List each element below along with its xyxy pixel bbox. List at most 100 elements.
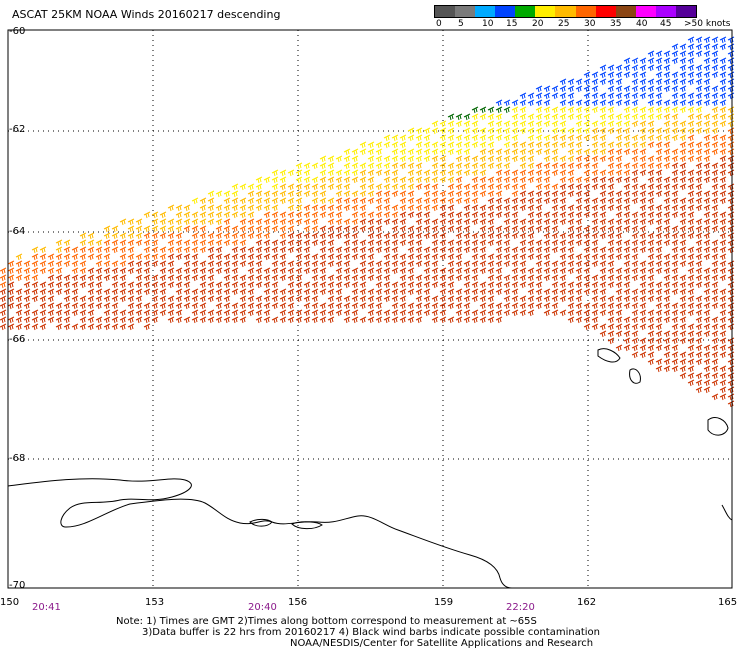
wind-barb [431,260,439,268]
wind-barb [655,127,663,135]
colorbar-swatch [515,6,536,17]
wind-barb [623,148,631,156]
wind-barb [559,99,567,107]
wind-barb [647,295,655,303]
wind-barb [199,197,207,205]
wind-barb [471,281,479,289]
wind-barb [343,162,351,170]
wind-barb [7,260,15,268]
wind-barb [479,211,487,219]
wind-barb [375,239,383,247]
wind-barb [167,302,175,310]
wind-barb [447,253,455,261]
wind-barb [591,246,599,254]
wind-barb [327,260,335,268]
wind-barb [575,155,583,163]
wind-barb [207,218,215,226]
wind-barb [327,309,335,317]
wind-barb [423,267,431,275]
wind-barb [15,323,23,331]
wind-barb [567,267,575,275]
wind-barb [239,316,247,324]
wind-barb [279,197,287,205]
wind-barb [575,288,583,296]
wind-barb [711,71,719,79]
wind-barb [719,155,727,163]
wind-barb [423,148,431,156]
wind-barb [655,50,663,58]
wind-barb [583,183,591,191]
wind-barb [719,253,727,261]
wind-barb [327,253,335,261]
wind-barb [319,155,327,163]
wind-barb [463,148,471,156]
wind-barb [559,190,567,198]
wind-barb [503,169,511,177]
wind-barb [223,260,231,268]
wind-barb [679,148,687,156]
wind-barb [535,148,543,156]
wind-barb [663,337,671,345]
wind-barb [335,211,343,219]
wind-barb [367,239,375,247]
wind-barb [527,141,535,149]
wind-barb [519,239,527,247]
wind-barb [103,267,111,275]
wind-barb [247,197,255,205]
wind-barb [487,197,495,205]
wind-barb [599,120,607,128]
wind-barb [471,155,479,163]
wind-barb [263,204,271,212]
wind-barb [463,246,471,254]
wind-barb [431,190,439,198]
wind-barb [23,295,31,303]
wind-barb [695,316,703,324]
wind-barb [687,113,695,121]
wind-barb [559,267,567,275]
wind-barb [295,169,303,177]
wind-barb [679,71,687,79]
wind-barb [599,330,607,338]
wind-barb [647,113,655,121]
wind-barb [399,309,407,317]
wind-barb [463,281,471,289]
wind-barb [359,225,367,233]
wind-barb [479,295,487,303]
wind-barb [15,267,23,275]
wind-barb [319,239,327,247]
wind-barb [175,274,183,282]
wind-barb [695,64,703,72]
wind-barb [695,295,703,303]
wind-barb [231,204,239,212]
wind-barb [679,274,687,282]
wind-barb [607,64,615,72]
colorbar-swatch [555,6,576,17]
wind-barb [295,253,303,261]
wind-barb [439,197,447,205]
wind-barb [583,197,591,205]
wind-barb [423,260,431,268]
wind-barb [671,134,679,142]
wind-barb [391,155,399,163]
colorbar-swatch [595,6,616,17]
wind-barb [543,148,551,156]
wind-barb [351,155,359,163]
wind-barb [415,134,423,142]
wind-barb [655,365,663,373]
wind-barb [311,288,319,296]
wind-barb [535,211,543,219]
wind-barb [279,288,287,296]
wind-barb [471,309,479,317]
wind-barb [543,302,551,310]
wind-barb [351,218,359,226]
wind-barb [199,260,207,268]
wind-barb [247,225,255,233]
wind-barb [215,281,223,289]
wind-barb [479,267,487,275]
wind-barb [583,78,591,86]
wind-barb [535,218,543,226]
wind-barb [447,260,455,268]
wind-barb [87,316,95,324]
wind-barb [423,232,431,240]
wind-barb [103,239,111,247]
